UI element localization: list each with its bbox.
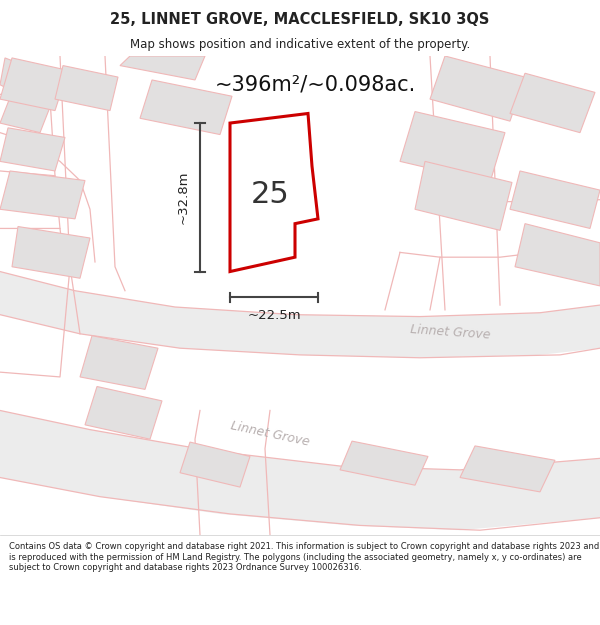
Polygon shape bbox=[515, 224, 600, 286]
Polygon shape bbox=[230, 114, 318, 271]
Text: Linnet Grove: Linnet Grove bbox=[229, 420, 311, 449]
Polygon shape bbox=[340, 441, 428, 485]
Text: 25, LINNET GROVE, MACCLESFIELD, SK10 3QS: 25, LINNET GROVE, MACCLESFIELD, SK10 3QS bbox=[110, 12, 490, 28]
Polygon shape bbox=[85, 386, 162, 439]
Text: ~32.8m: ~32.8m bbox=[177, 171, 190, 224]
Text: ~22.5m: ~22.5m bbox=[247, 309, 301, 322]
Polygon shape bbox=[0, 58, 68, 111]
Text: 25: 25 bbox=[251, 181, 289, 209]
Polygon shape bbox=[80, 336, 158, 389]
Text: Linnet Grove: Linnet Grove bbox=[409, 322, 491, 341]
Text: Map shows position and indicative extent of the property.: Map shows position and indicative extent… bbox=[130, 38, 470, 51]
Text: Contains OS data © Crown copyright and database right 2021. This information is : Contains OS data © Crown copyright and d… bbox=[9, 542, 599, 572]
Polygon shape bbox=[120, 56, 205, 80]
Polygon shape bbox=[140, 80, 232, 134]
Polygon shape bbox=[0, 411, 600, 530]
Polygon shape bbox=[415, 161, 512, 231]
Polygon shape bbox=[0, 128, 65, 171]
Polygon shape bbox=[55, 66, 118, 111]
Polygon shape bbox=[12, 226, 90, 278]
Polygon shape bbox=[0, 85, 55, 132]
Polygon shape bbox=[510, 73, 595, 132]
Polygon shape bbox=[0, 171, 85, 219]
Polygon shape bbox=[0, 58, 25, 92]
Text: ~396m²/~0.098ac.: ~396m²/~0.098ac. bbox=[215, 75, 416, 95]
Polygon shape bbox=[0, 271, 600, 358]
Polygon shape bbox=[510, 171, 600, 229]
Polygon shape bbox=[400, 112, 505, 182]
Polygon shape bbox=[460, 446, 555, 492]
Polygon shape bbox=[180, 442, 250, 487]
Polygon shape bbox=[430, 56, 525, 121]
